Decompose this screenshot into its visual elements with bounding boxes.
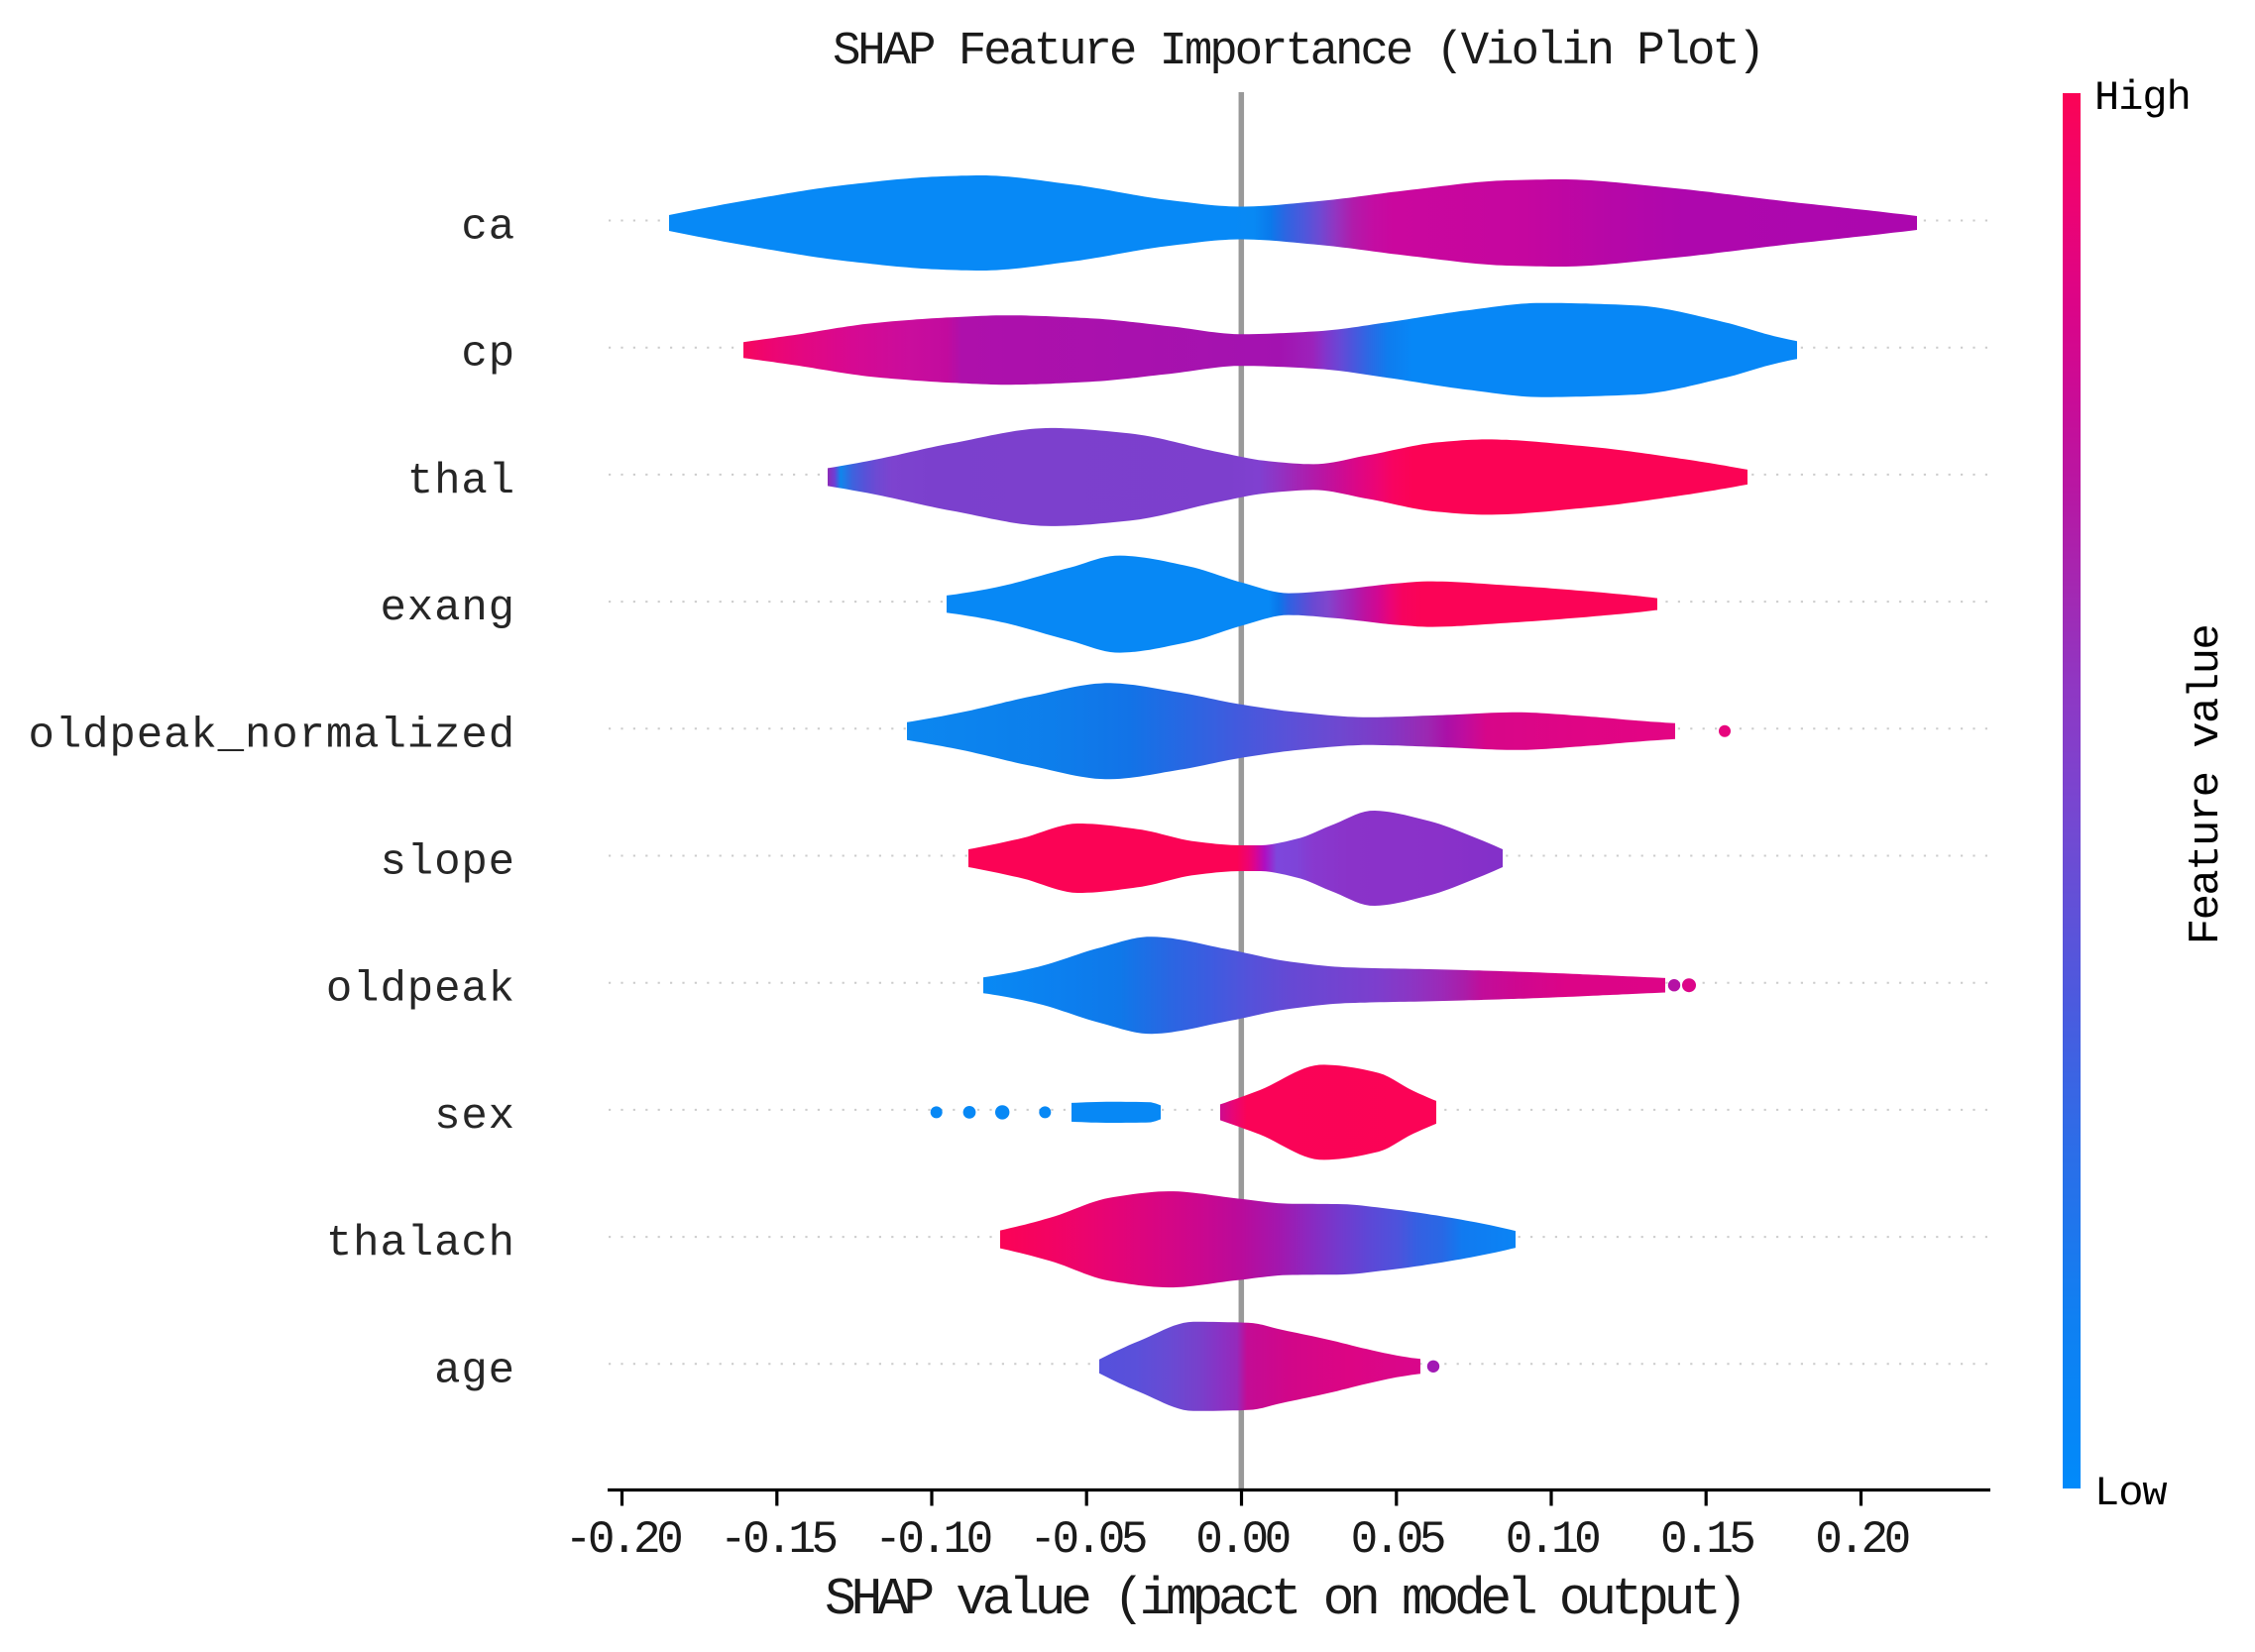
svg-text:-0.05: -0.05 xyxy=(1029,1514,1145,1566)
svg-text:sex: sex xyxy=(434,1092,515,1142)
svg-text:0.05: 0.05 xyxy=(1351,1514,1444,1566)
svg-text:cp: cp xyxy=(461,330,515,380)
svg-text:0.10: 0.10 xyxy=(1506,1514,1599,1566)
svg-text:0.20: 0.20 xyxy=(1815,1514,1908,1566)
svg-text:High: High xyxy=(2094,74,2191,122)
svg-text:thal: thal xyxy=(407,457,515,506)
svg-text:age: age xyxy=(434,1346,515,1395)
svg-text:oldpeak_normalized: oldpeak_normalized xyxy=(29,711,515,760)
svg-text:-0.20: -0.20 xyxy=(565,1514,681,1566)
svg-text:oldpeak: oldpeak xyxy=(326,965,515,1015)
svg-text:Low: Low xyxy=(2094,1470,2167,1517)
svg-text:slope: slope xyxy=(380,838,515,888)
svg-text:Feature value: Feature value xyxy=(2182,625,2231,944)
svg-text:-0.15: -0.15 xyxy=(720,1514,836,1566)
svg-text:-0.10: -0.10 xyxy=(874,1514,990,1566)
svg-text:ca: ca xyxy=(461,203,515,253)
svg-text:SHAP Feature Importance (Violi: SHAP Feature Importance (Violin Plot) xyxy=(833,25,1762,78)
svg-text:thalach: thalach xyxy=(326,1219,515,1268)
svg-text:0.00: 0.00 xyxy=(1195,1514,1289,1566)
svg-text:exang: exang xyxy=(380,584,515,633)
svg-text:0.15: 0.15 xyxy=(1660,1514,1753,1566)
svg-text:SHAP value (impact on model ou: SHAP value (impact on model output) xyxy=(825,1570,1743,1629)
